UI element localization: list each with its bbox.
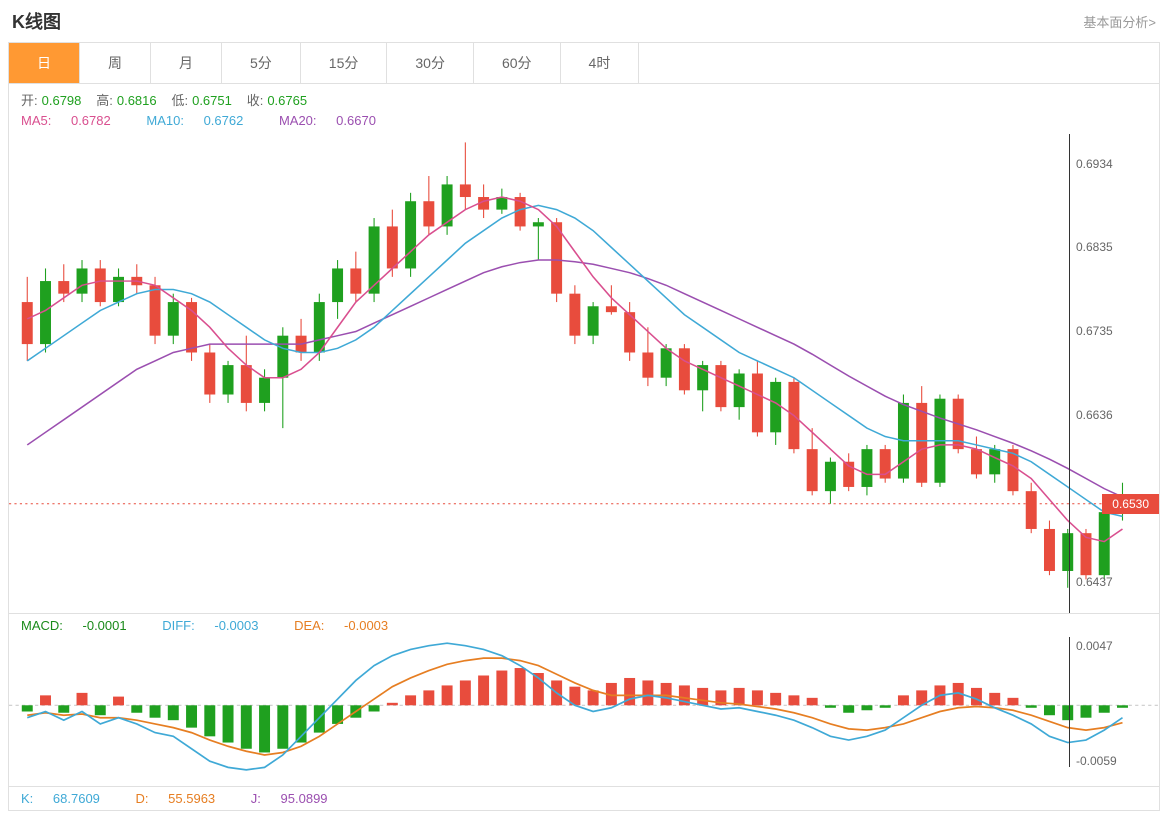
j-label: J: 95.0899 bbox=[251, 791, 344, 806]
macd-row: MACD: -0.0001 DIFF: -0.0003 DEA: -0.0003 bbox=[9, 614, 1159, 637]
tab-周[interactable]: 周 bbox=[80, 43, 151, 83]
tab-日[interactable]: 日 bbox=[9, 43, 80, 83]
k-label: K: 68.7609 bbox=[21, 791, 116, 806]
fundamental-link[interactable]: 基本面分析> bbox=[1083, 12, 1156, 31]
d-label: D: 55.5963 bbox=[136, 791, 232, 806]
macd-chart[interactable]: 0.0047-0.0059 bbox=[9, 637, 1159, 787]
tab-4时[interactable]: 4时 bbox=[561, 43, 640, 83]
close-value: 0.6765 bbox=[267, 93, 307, 108]
open-value: 0.6798 bbox=[42, 93, 82, 108]
high-value: 0.6816 bbox=[117, 93, 157, 108]
low-label: 低: bbox=[171, 93, 188, 108]
macd-label: MACD: -0.0001 bbox=[21, 618, 143, 633]
ohlc-row: 开: 0.6798 高: 0.6816 低: 0.6751 收:0.6765 bbox=[9, 84, 1159, 111]
open-label: 开: bbox=[21, 93, 38, 108]
candlestick-chart[interactable]: 0.69340.68350.67350.66360.6437 0.6530 bbox=[9, 134, 1159, 614]
dea-label: DEA: -0.0003 bbox=[294, 618, 404, 633]
diff-label: DIFF: -0.0003 bbox=[162, 618, 274, 633]
kdj-row: K: 68.7609 D: 55.5963 J: 95.0899 bbox=[9, 787, 1159, 810]
ma5-label: MA5: 0.6782 bbox=[21, 113, 127, 128]
tab-15分[interactable]: 15分 bbox=[301, 43, 388, 83]
chart-container: 日周月5分15分30分60分4时 开: 0.6798 高: 0.6816 低: 0.6… bbox=[8, 42, 1160, 811]
timeframe-tabs: 日周月5分15分30分60分4时 bbox=[9, 43, 1159, 84]
tab-月[interactable]: 月 bbox=[151, 43, 222, 83]
tab-5分[interactable]: 5分 bbox=[222, 43, 301, 83]
low-value: 0.6751 bbox=[192, 93, 232, 108]
close-label: 收: bbox=[247, 93, 264, 108]
ma-row: MA5: 0.6782 MA10: 0.6762 MA20: 0.6670 bbox=[9, 111, 1159, 134]
ma10-label: MA10: 0.6762 bbox=[146, 113, 259, 128]
macd-y-axis: 0.0047-0.0059 bbox=[1069, 637, 1159, 767]
page-title: K线图 bbox=[12, 8, 61, 34]
tab-60分[interactable]: 60分 bbox=[474, 43, 561, 83]
tab-30分[interactable]: 30分 bbox=[387, 43, 474, 83]
high-label: 高: bbox=[96, 93, 113, 108]
price-y-axis: 0.69340.68350.67350.66360.6437 bbox=[1069, 134, 1159, 613]
ma20-label: MA20: 0.6670 bbox=[279, 113, 392, 128]
current-price-tag: 0.6530 bbox=[1102, 494, 1159, 514]
